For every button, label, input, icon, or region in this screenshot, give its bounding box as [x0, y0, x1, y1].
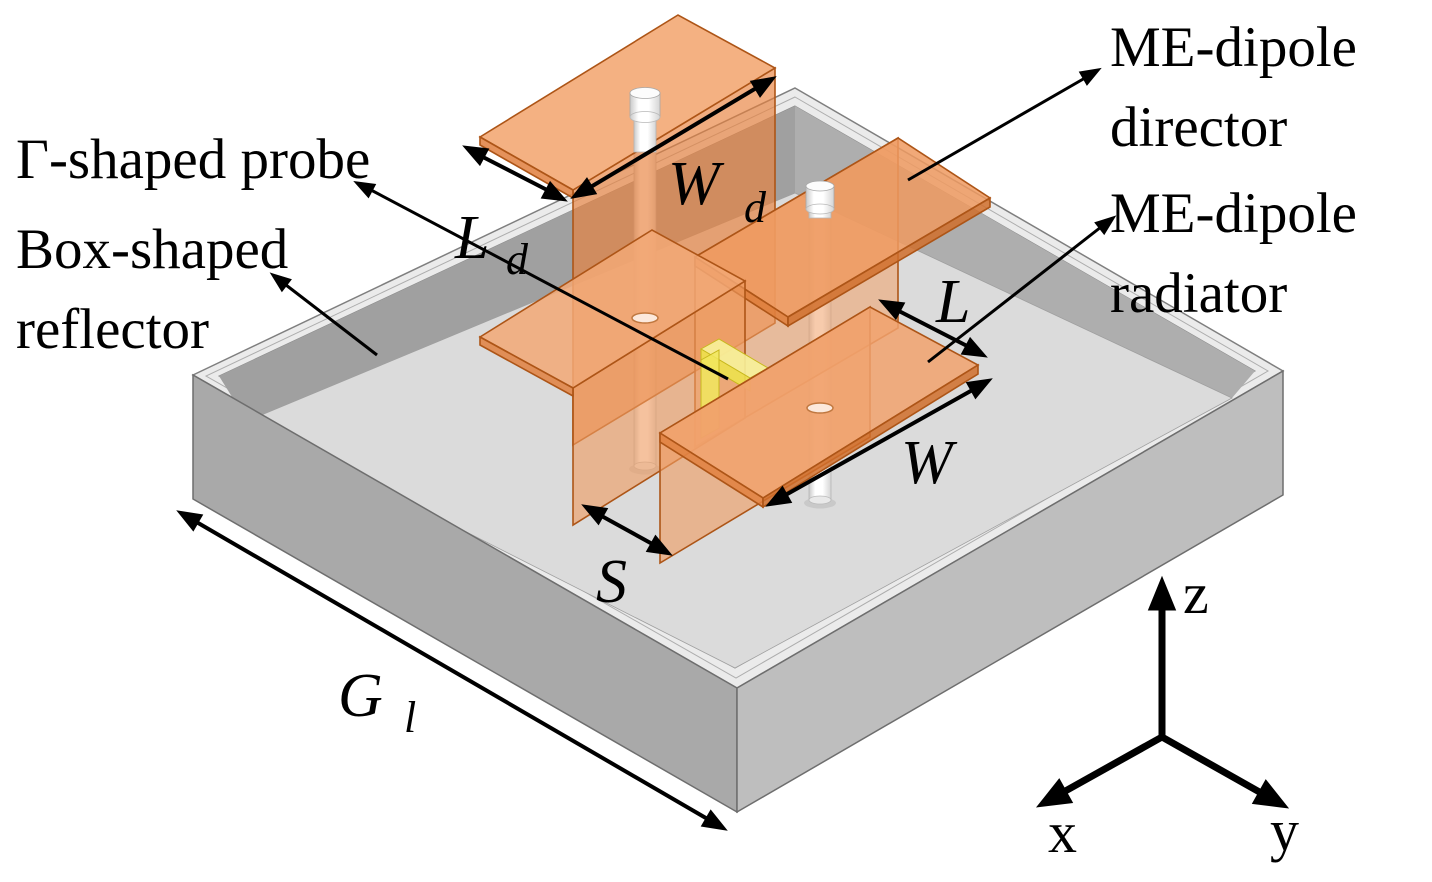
arrowhead: [749, 76, 777, 98]
radiator-label-line1: ME-dipole: [1110, 182, 1357, 245]
post-caps: [629, 87, 835, 414]
probe-label: Γ-shaped probe: [16, 128, 370, 191]
text-annotations: Γ-shaped probe Box-shaped reflector ME-d…: [16, 16, 1357, 865]
x-axis: [1058, 733, 1164, 798]
dim-ld-sub: d: [506, 235, 529, 284]
w-arrow: [781, 386, 977, 499]
z-arrowhead: [1147, 575, 1177, 611]
radiator-label-line2: radiator: [1110, 262, 1287, 325]
arrowhead: [765, 485, 793, 507]
post-left-cap-top: [629, 87, 661, 99]
reflector-label-line2: reflector: [16, 298, 209, 361]
plate-hole-ring: [631, 312, 659, 324]
dim-wd-sub: d: [744, 183, 767, 232]
director-pointer: [907, 76, 1086, 182]
z-axis-label: z: [1183, 561, 1209, 626]
reflector-label-line1: Box-shaped: [16, 218, 288, 281]
arrowhead: [1078, 67, 1102, 86]
label-arrows: [269, 67, 1117, 381]
arrowhead: [1094, 215, 1117, 236]
plate-hole-ring: [806, 402, 834, 414]
y-axis-label: y: [1270, 798, 1299, 863]
director-label-line1: ME-dipole: [1110, 16, 1357, 79]
director-right-plate-edge: [787, 196, 991, 328]
arrowhead: [540, 180, 568, 202]
l-arrow: [894, 307, 972, 350]
post-right-cap-top: [805, 180, 835, 192]
reflector-outer-wall-se: [736, 369, 1284, 814]
reflector-rim-lip: [204, 96, 1269, 679]
x-axis-label: x: [1048, 800, 1077, 865]
coordinate-axes: [1035, 575, 1290, 809]
arrowhead: [965, 378, 993, 400]
reflector-pointer: [285, 283, 378, 357]
radiator-left-plate-edge: [479, 335, 574, 398]
radiator-pointer: [927, 225, 1102, 364]
arrowhead: [269, 272, 292, 293]
arrowhead: [462, 145, 490, 167]
post-right-cap-bottom: [805, 203, 835, 215]
s-arrow: [597, 512, 657, 548]
director-label-line2: director: [1110, 96, 1287, 159]
arrowhead: [353, 180, 377, 199]
dim-wd: W: [668, 150, 725, 218]
arrowhead: [570, 177, 598, 199]
probe-pointer: [370, 188, 729, 381]
x-arrowhead: [1035, 778, 1074, 808]
dim-s: S: [596, 548, 627, 616]
ld-arrow: [478, 153, 552, 194]
arrowhead: [645, 534, 673, 556]
dim-gl-sub: l: [404, 693, 416, 742]
arrowhead: [176, 510, 204, 532]
dimension-arrows: [176, 76, 993, 831]
gl-arrow: [191, 518, 713, 823]
y-arrowhead: [1251, 779, 1290, 809]
dim-ld: L: [454, 204, 489, 272]
radiator-right-plate-edge: [762, 363, 979, 509]
wd-arrow: [587, 85, 760, 190]
me-dipole-radiator-left: [478, 229, 747, 527]
dim-w: W: [901, 429, 958, 497]
arrowhead: [878, 299, 906, 321]
post-right-base: [808, 495, 832, 505]
dim-gl: G: [338, 662, 383, 730]
arrowhead: [700, 809, 728, 831]
arrowhead: [960, 336, 988, 358]
y-axis: [1160, 733, 1265, 798]
arrowhead: [581, 504, 609, 526]
dim-l: L: [935, 268, 970, 336]
post-left-cap-bottom: [629, 111, 661, 123]
